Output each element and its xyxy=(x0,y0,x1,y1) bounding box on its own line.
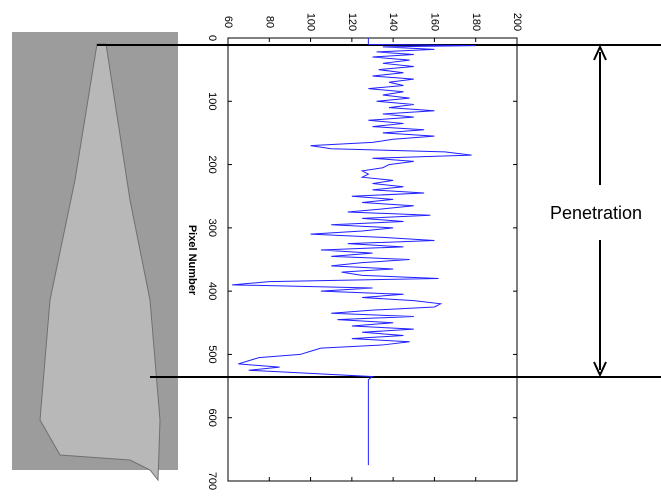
axis-label: Pixel Number xyxy=(186,225,198,296)
plot-area xyxy=(227,37,518,482)
data-line xyxy=(232,38,476,466)
y-tick-label: 400 xyxy=(206,282,218,300)
x-tick-label: 200 xyxy=(511,13,523,31)
x-tick-label: 80 xyxy=(263,16,275,28)
y-tick-label: 500 xyxy=(206,345,218,363)
y-tick-label: 700 xyxy=(206,472,218,490)
annotation: Penetration xyxy=(550,203,642,223)
x-tick-label: 180 xyxy=(470,13,482,31)
y-tick-label: 0 xyxy=(206,35,218,41)
y-tick-label: 200 xyxy=(206,155,218,173)
x-tick-label: 160 xyxy=(429,13,441,31)
y-tick-label: 300 xyxy=(206,219,218,237)
x-tick-label: 140 xyxy=(387,13,399,31)
arrow-head xyxy=(593,44,607,378)
x-tick-label: 100 xyxy=(305,13,317,31)
x-tick-label: 60 xyxy=(222,16,234,28)
y-tick-label: 100 xyxy=(206,92,218,110)
spray-plume xyxy=(39,43,161,482)
y-tick-label: 600 xyxy=(206,409,218,427)
x-tick-label: 120 xyxy=(346,13,358,31)
